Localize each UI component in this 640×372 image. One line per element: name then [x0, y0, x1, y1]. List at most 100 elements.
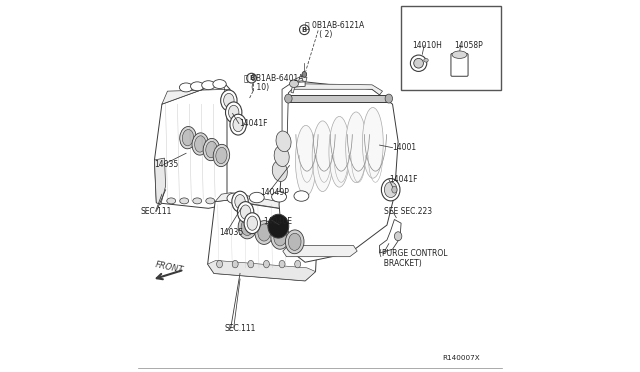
Text: Ⓑ 0B1AB-6401A
   ( 10): Ⓑ 0B1AB-6401A ( 10)	[244, 73, 303, 92]
Ellipse shape	[285, 230, 304, 254]
Ellipse shape	[241, 218, 254, 235]
Text: R140007X: R140007X	[442, 355, 480, 361]
Polygon shape	[154, 82, 231, 208]
Polygon shape	[380, 219, 401, 253]
Ellipse shape	[394, 232, 402, 241]
Ellipse shape	[312, 121, 333, 192]
Ellipse shape	[202, 81, 215, 90]
Ellipse shape	[179, 83, 193, 92]
Polygon shape	[207, 260, 316, 281]
Text: 14035: 14035	[219, 228, 243, 237]
Polygon shape	[282, 82, 305, 134]
Polygon shape	[162, 82, 230, 104]
Polygon shape	[207, 200, 318, 281]
Polygon shape	[291, 76, 307, 93]
Ellipse shape	[248, 260, 254, 268]
Ellipse shape	[424, 58, 428, 62]
Ellipse shape	[195, 136, 206, 152]
Ellipse shape	[227, 193, 242, 203]
Ellipse shape	[381, 179, 400, 201]
Text: B: B	[301, 27, 307, 33]
Ellipse shape	[213, 80, 227, 89]
Ellipse shape	[362, 108, 383, 178]
Ellipse shape	[294, 191, 309, 201]
Polygon shape	[154, 158, 166, 205]
Bar	[401, 6, 500, 90]
Ellipse shape	[268, 214, 289, 238]
Ellipse shape	[206, 141, 217, 158]
Text: 14041F: 14041F	[239, 119, 268, 128]
Ellipse shape	[272, 161, 287, 182]
Ellipse shape	[241, 205, 251, 219]
Ellipse shape	[264, 260, 269, 268]
Polygon shape	[279, 82, 398, 262]
Ellipse shape	[167, 198, 175, 204]
Ellipse shape	[193, 198, 202, 204]
Bar	[289, 95, 389, 102]
Ellipse shape	[285, 94, 292, 103]
Ellipse shape	[203, 138, 220, 161]
Ellipse shape	[289, 233, 301, 250]
Polygon shape	[289, 84, 383, 95]
Ellipse shape	[271, 192, 287, 202]
Text: (PURGE CONTROL
  BRACKET): (PURGE CONTROL BRACKET)	[379, 249, 447, 268]
Ellipse shape	[191, 82, 204, 91]
Ellipse shape	[294, 260, 301, 268]
Text: SEE SEC.223: SEE SEC.223	[385, 207, 433, 216]
Ellipse shape	[302, 71, 307, 77]
Text: 14040E: 14040E	[264, 217, 292, 226]
Text: 14035: 14035	[154, 160, 179, 169]
Polygon shape	[215, 193, 318, 214]
Ellipse shape	[410, 55, 427, 71]
Ellipse shape	[346, 112, 367, 183]
Text: FRONT: FRONT	[154, 260, 184, 275]
Polygon shape	[283, 246, 357, 257]
Ellipse shape	[180, 126, 196, 149]
Ellipse shape	[232, 191, 248, 212]
Ellipse shape	[258, 224, 271, 241]
Ellipse shape	[247, 216, 257, 230]
Ellipse shape	[274, 229, 287, 246]
Ellipse shape	[232, 260, 238, 268]
Ellipse shape	[238, 215, 257, 239]
Text: 14058P: 14058P	[454, 41, 483, 50]
Ellipse shape	[206, 198, 215, 204]
Ellipse shape	[329, 116, 350, 187]
FancyBboxPatch shape	[451, 54, 468, 76]
Ellipse shape	[296, 125, 316, 196]
Ellipse shape	[279, 260, 285, 268]
Text: Ⓑ 0B1AB-6121A
      ( 2): Ⓑ 0B1AB-6121A ( 2)	[305, 20, 364, 39]
Ellipse shape	[213, 144, 230, 167]
Text: B: B	[249, 75, 254, 81]
Ellipse shape	[216, 147, 227, 164]
Text: 14010H: 14010H	[412, 41, 442, 50]
Ellipse shape	[216, 260, 223, 268]
Ellipse shape	[385, 182, 397, 198]
Ellipse shape	[237, 202, 254, 222]
Ellipse shape	[255, 221, 273, 244]
Ellipse shape	[413, 58, 424, 68]
Ellipse shape	[250, 192, 264, 203]
Ellipse shape	[225, 102, 242, 123]
Ellipse shape	[246, 73, 257, 83]
Ellipse shape	[235, 195, 245, 209]
Text: SEC.111: SEC.111	[141, 207, 172, 216]
Ellipse shape	[223, 93, 234, 108]
Ellipse shape	[276, 131, 291, 152]
Text: 14041F: 14041F	[389, 175, 417, 184]
Ellipse shape	[192, 133, 209, 155]
Ellipse shape	[233, 118, 243, 132]
Ellipse shape	[182, 129, 193, 146]
Ellipse shape	[452, 51, 467, 58]
Ellipse shape	[230, 114, 246, 135]
Text: 14001: 14001	[392, 143, 417, 152]
Text: 14049P: 14049P	[260, 188, 289, 197]
Ellipse shape	[180, 198, 189, 204]
Ellipse shape	[271, 225, 289, 249]
Ellipse shape	[274, 146, 289, 167]
Ellipse shape	[289, 80, 298, 87]
Ellipse shape	[244, 213, 260, 234]
Ellipse shape	[300, 25, 309, 35]
Ellipse shape	[228, 105, 239, 119]
Text: SEC.111: SEC.111	[224, 324, 255, 333]
